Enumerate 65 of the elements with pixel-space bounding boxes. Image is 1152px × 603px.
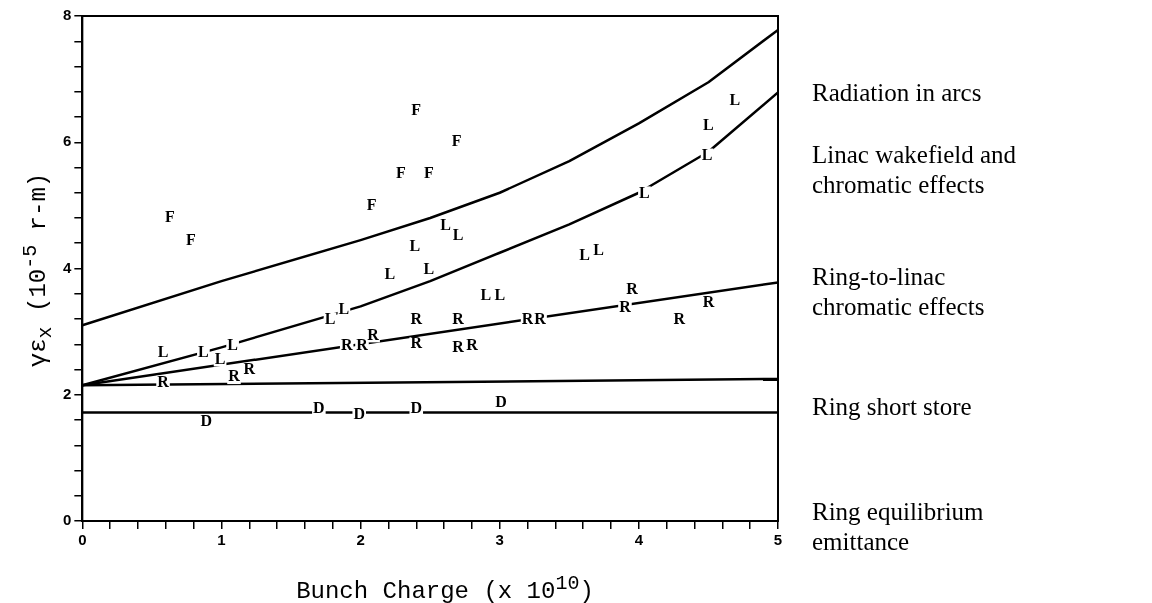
text: F — [423, 163, 434, 181]
text: R — [673, 310, 685, 328]
text: F — [411, 101, 422, 119]
text: F — [396, 163, 406, 181]
text: R — [702, 292, 715, 310]
text: Ring-to-linac chromatic effects — [812, 262, 986, 322]
text: R — [452, 309, 464, 327]
text: L — [198, 342, 209, 360]
text: L — [409, 236, 421, 254]
text: R — [340, 335, 353, 353]
text: L — [701, 145, 713, 163]
y-tick-label: 4 — [63, 258, 72, 276]
text: R — [466, 335, 478, 353]
text: R — [367, 325, 379, 343]
y-tick-label: 0 — [63, 511, 72, 529]
x-tick-label: 0 — [78, 531, 87, 549]
text: L — [338, 299, 350, 317]
text: R — [243, 360, 256, 378]
y-tick-label: 8 — [63, 6, 72, 24]
y-tick-label: 2 — [63, 384, 72, 402]
text: L — [227, 335, 238, 353]
text: D — [353, 405, 365, 423]
x-axis-title: Bunch Charge (x 10$^{10}$) — [296, 572, 594, 603]
text: Ring equilibrium emittance — [812, 497, 985, 557]
text: D — [410, 398, 423, 416]
text: L — [452, 226, 464, 244]
text: R — [534, 309, 546, 327]
text: R — [410, 334, 423, 352]
x-tick-label: 2 — [356, 531, 365, 549]
x-tick-label: 1 — [217, 531, 226, 549]
text: L — [494, 285, 506, 303]
text: L — [579, 246, 590, 264]
text: L — [639, 183, 650, 201]
text: L — [440, 216, 451, 234]
text: F — [185, 231, 196, 249]
text: L — [593, 240, 604, 258]
text: R — [626, 280, 638, 298]
text: Ring short store — [812, 392, 973, 422]
text: R — [157, 372, 169, 390]
text: L — [384, 264, 396, 282]
text: Radiation in arcs — [812, 78, 983, 108]
y-tick-label: 6 — [63, 132, 72, 150]
text: D — [313, 398, 325, 416]
text: Linac wakefield and chromatic effects — [812, 140, 1018, 200]
text: L — [324, 309, 336, 327]
series-label: D — [200, 412, 212, 430]
x-tick-label: 5 — [773, 531, 783, 549]
text: L — [157, 342, 169, 360]
series-label: L — [423, 259, 435, 277]
text: L — [703, 115, 714, 133]
text: L — [729, 91, 741, 109]
text: R — [521, 310, 534, 328]
text: L — [480, 285, 492, 303]
text: F — [366, 195, 377, 213]
text: R — [410, 309, 423, 327]
x-tick-label: 3 — [495, 531, 504, 549]
series-label: R — [356, 335, 369, 353]
text: L — [214, 349, 226, 367]
series-label: F — [451, 132, 462, 150]
x-tick-label: 4 — [634, 531, 644, 549]
text: R — [619, 297, 631, 315]
text: R — [228, 367, 240, 385]
text: R — [452, 337, 464, 355]
text: F — [165, 208, 175, 226]
text: D — [495, 393, 507, 411]
